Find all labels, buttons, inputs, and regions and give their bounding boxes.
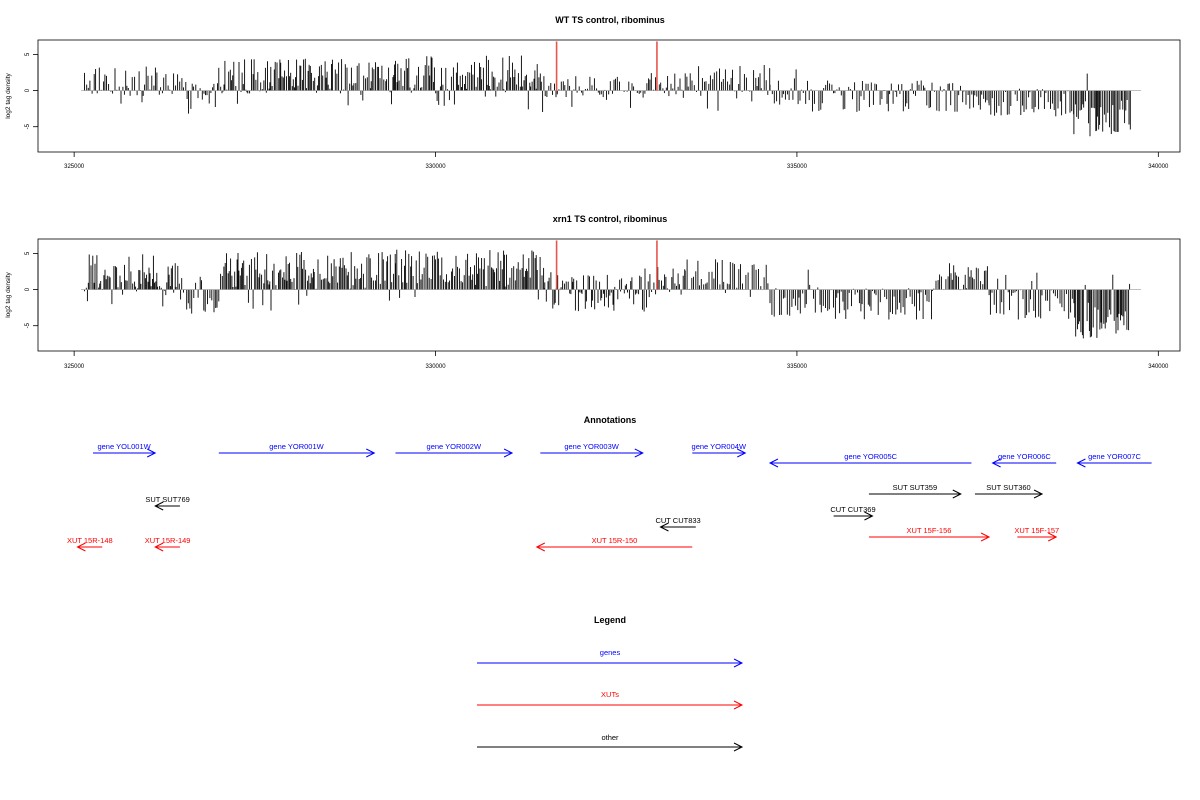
wt-x-tick-label: 340000 (1148, 164, 1169, 170)
legend-item-genes: genes (477, 648, 744, 668)
feature-label: gene YOR001W (269, 442, 324, 451)
feature-cut-cut369: CUT CUT369 (830, 505, 876, 521)
feature-arrow-head (952, 489, 962, 499)
xrn1-x-tick-label: 330000 (426, 364, 447, 370)
feature-label: gene YOR005C (844, 452, 897, 461)
feature-sut-sut360: SUT SUT360 (974, 483, 1044, 499)
wt-y-tick-label: 5 (25, 52, 31, 56)
feature-label: XUT 15R-149 (145, 536, 191, 545)
xrn1-y-tick-label: 5 (25, 251, 31, 255)
xrn1-y-axis: -5 0 5 (25, 251, 39, 328)
xrn1-bars (84, 249, 1131, 339)
xrn1-x-axis: 325000 330000 335000 340000 (64, 351, 1169, 370)
annotations-title: Annotations (584, 415, 637, 425)
legend-arrow-head (733, 658, 744, 668)
feature-arrow-head (980, 532, 991, 542)
feature-arrow-head (864, 511, 874, 521)
feature-gene-yor006c: gene YOR006C (991, 452, 1057, 468)
wt-x-axis: 325000 330000 335000 340000 (64, 152, 1169, 170)
xrn1-x-tick-label: 340000 (1148, 364, 1169, 370)
feature-label: XUT 15F-157 (1014, 526, 1059, 535)
wt-x-tick-label: 330000 (426, 164, 447, 170)
legend-arrow-head (733, 700, 744, 710)
feature-arrow-head (768, 458, 779, 468)
feature-gene-yor004w: gene YOR004W (692, 442, 747, 458)
xrn1-x-tick-label: 335000 (787, 364, 808, 370)
feature-arrow-head (503, 448, 514, 458)
annotations-panel: Annotations gene YOL001W gene YOR001W gene… (67, 415, 1152, 552)
feature-gene-yor001w: gene YOR001W (218, 442, 376, 458)
feature-arrow-head (634, 448, 644, 458)
feature-label: gene YOR003W (564, 442, 619, 451)
legend-label-other: other (601, 733, 619, 742)
annotation-features: gene YOL001W gene YOR001W gene YOR002W gene… (67, 442, 1152, 552)
feature-arrow-head (737, 448, 747, 458)
wt-x-tick-label: 335000 (787, 164, 808, 170)
feature-label: gene YOR002W (427, 442, 482, 451)
wt-panel: WT TS control, ribominus log2 tag densit… (5, 15, 1181, 170)
feature-label: XUT 15R-148 (67, 536, 113, 545)
feature-xut-15r-149: XUT 15R-149 (145, 536, 191, 552)
xrn1-y-axis-label: log2 tag density (5, 271, 12, 317)
legend-item-xuts: XUTs (477, 690, 744, 710)
feature-label: SUT SUT359 (893, 483, 937, 492)
feature-arrow-head (535, 542, 546, 552)
feature-label: gene YOR007C (1088, 452, 1141, 461)
feature-arrow-head (366, 448, 376, 458)
xrn1-y-tick-label: -5 (25, 322, 31, 328)
wt-y-axis: -5 0 5 (25, 52, 39, 129)
feature-arrow-head (146, 448, 157, 458)
feature-gene-yor002w: gene YOR002W (395, 442, 514, 458)
wt-panel-title: WT TS control, ribominus (555, 15, 665, 25)
feature-label: CUT CUT833 (655, 516, 700, 525)
feature-label: SUT SUT769 (145, 495, 189, 504)
wt-bars (84, 55, 1131, 137)
wt-x-tick-label: 325000 (64, 164, 85, 170)
feature-xut-15f-156: XUT 15F-156 (868, 526, 991, 542)
xrn1-plot-frame (37, 238, 1181, 352)
wt-y-tick-label: 0 (25, 88, 31, 92)
feature-label: gene YOR006C (998, 452, 1051, 461)
feature-arrow-head (1076, 458, 1086, 468)
legend-label-xuts: XUTs (601, 690, 619, 699)
wt-y-tick-label: -5 (25, 123, 31, 129)
feature-sut-sut359: SUT SUT359 (868, 483, 962, 499)
xrn1-x-tick-label: 325000 (64, 364, 85, 370)
feature-gene-yol001w: gene YOL001W (93, 442, 157, 458)
wt-highlights (555, 41, 658, 91)
feature-label: gene YOL001W (97, 442, 151, 451)
feature-arrow-head (76, 542, 86, 552)
feature-xut-15r-148: XUT 15R-148 (67, 536, 113, 552)
legend-label-genes: genes (600, 648, 621, 657)
feature-label: CUT CUT369 (830, 505, 875, 514)
feature-sut-sut769: SUT SUT769 (145, 495, 190, 511)
feature-xut-15r-150: XUT 15R-150 (535, 536, 693, 552)
feature-gene-yor007c: gene YOR007C (1076, 452, 1152, 468)
legend-title: Legend (594, 615, 626, 625)
feature-arrow-head (991, 458, 1001, 468)
legend: Legend genes XUTs other (477, 615, 744, 752)
feature-gene-yor003w: gene YOR003W (540, 442, 644, 458)
xrn1-y-tick-label: 0 (25, 287, 31, 291)
feature-arrow-head (659, 522, 669, 532)
feature-arrow-head (154, 542, 164, 552)
feature-label: gene YOR004W (692, 442, 747, 451)
wt-y-axis-label: log2 tag density (5, 72, 12, 118)
feature-arrow-head (1047, 532, 1058, 542)
feature-arrow-head (154, 501, 164, 511)
feature-xut-15f-157: XUT 15F-157 (1014, 526, 1059, 542)
xrn1-panel: xrn1 TS control, ribominus log2 tag dens… (5, 214, 1181, 370)
feature-label: SUT SUT360 (986, 483, 1030, 492)
feature-arrow-head (1033, 489, 1044, 499)
feature-label: XUT 15F-156 (907, 526, 952, 535)
feature-gene-yor005c: gene YOR005C (768, 452, 972, 468)
feature-label: XUT 15R-150 (592, 536, 638, 545)
xrn1-highlights (555, 240, 658, 290)
xrn1-panel-title: xrn1 TS control, ribominus (553, 214, 668, 224)
feature-cut-cut833: CUT CUT833 (655, 516, 701, 532)
legend-arrow-head (733, 742, 744, 752)
legend-item-other: other (477, 733, 744, 752)
